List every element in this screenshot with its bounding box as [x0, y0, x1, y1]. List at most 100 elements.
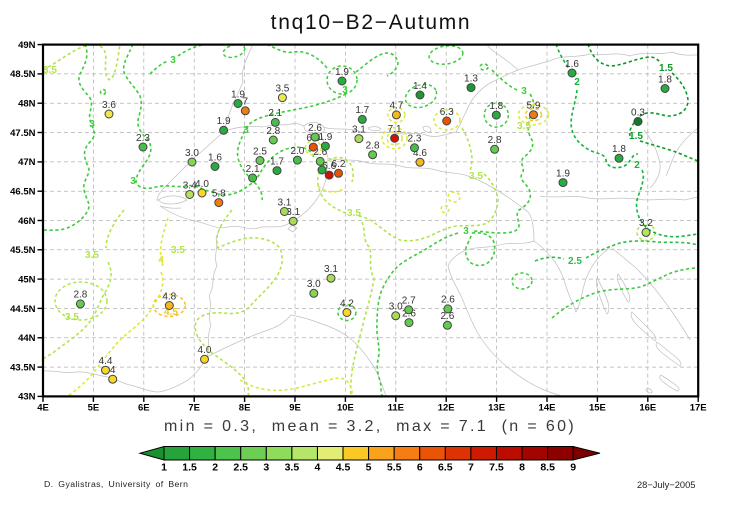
svg-text:16E: 16E [639, 402, 656, 413]
svg-text:3: 3 [170, 55, 176, 66]
svg-text:5.9: 5.9 [527, 101, 541, 112]
svg-text:6.2: 6.2 [332, 159, 346, 170]
svg-text:2: 2 [212, 462, 218, 474]
svg-text:4.2: 4.2 [340, 298, 354, 309]
svg-text:1.5: 1.5 [629, 131, 643, 142]
svg-text:3.5: 3.5 [347, 208, 361, 219]
svg-text:4.6: 4.6 [413, 148, 427, 159]
svg-text:45N: 45N [18, 274, 36, 285]
svg-text:2.6: 2.6 [308, 123, 322, 134]
svg-text:14E: 14E [539, 402, 556, 413]
svg-text:1.9: 1.9 [335, 67, 349, 78]
svg-text:3: 3 [89, 119, 95, 130]
svg-text:44N: 44N [18, 333, 36, 344]
svg-text:1: 1 [161, 462, 167, 474]
svg-text:44.5N: 44.5N [10, 304, 35, 315]
svg-text:2.1: 2.1 [268, 108, 282, 119]
svg-text:4: 4 [158, 255, 164, 266]
svg-text:48N: 48N [18, 99, 36, 110]
svg-text:3: 3 [342, 85, 348, 96]
svg-text:9E: 9E [289, 402, 301, 413]
svg-text:8.5: 8.5 [540, 462, 555, 474]
svg-text:43.5N: 43.5N [10, 362, 35, 373]
svg-text:7E: 7E [188, 402, 200, 413]
svg-text:8: 8 [519, 462, 525, 474]
svg-text:3.5: 3.5 [517, 121, 531, 132]
svg-text:1.6: 1.6 [565, 59, 579, 70]
svg-text:2.3: 2.3 [408, 134, 422, 145]
svg-text:8E: 8E [239, 402, 251, 413]
svg-text:1.9: 1.9 [556, 168, 570, 179]
svg-text:1.9: 1.9 [231, 89, 245, 100]
svg-text:3.0: 3.0 [185, 148, 199, 159]
svg-text:3.1: 3.1 [352, 124, 366, 135]
svg-text:min = 0.3, mean = 3.2, max =: min = 0.3, mean = 3.2, max = 7.1 (n = 60… [164, 418, 576, 435]
svg-text:4.0: 4.0 [198, 345, 212, 356]
svg-text:3.5: 3.5 [43, 65, 57, 76]
svg-text:tnq10−B2−Autumn: tnq10−B2−Autumn [271, 11, 472, 34]
svg-text:12E: 12E [438, 402, 455, 413]
svg-text:3.5: 3.5 [85, 250, 99, 261]
svg-text:1.5: 1.5 [659, 63, 673, 74]
svg-text:2.5: 2.5 [233, 462, 248, 474]
svg-text:3.1: 3.1 [324, 264, 338, 275]
svg-text:2: 2 [574, 77, 580, 88]
svg-text:4.5: 4.5 [336, 462, 351, 474]
svg-text:3.5: 3.5 [285, 462, 300, 474]
svg-text:3.5: 3.5 [65, 312, 79, 323]
svg-text:3: 3 [130, 176, 136, 187]
svg-text:28−July−2005: 28−July−2005 [637, 480, 695, 490]
svg-text:9: 9 [570, 462, 576, 474]
svg-text:5: 5 [366, 462, 372, 474]
svg-text:2.6: 2.6 [313, 147, 327, 158]
svg-text:2.3: 2.3 [136, 133, 150, 144]
svg-text:2.8: 2.8 [266, 126, 280, 137]
svg-text:46.5N: 46.5N [10, 187, 35, 198]
svg-text:7: 7 [243, 97, 249, 108]
svg-text:49N: 49N [18, 40, 36, 51]
svg-text:5.8: 5.8 [212, 188, 226, 199]
svg-text:1.8: 1.8 [658, 74, 672, 85]
svg-text:13E: 13E [488, 402, 505, 413]
svg-text:3.1: 3.1 [286, 207, 300, 218]
svg-text:3: 3 [243, 125, 249, 136]
svg-text:1.8: 1.8 [612, 144, 626, 155]
svg-text:2.8: 2.8 [73, 290, 87, 301]
svg-text:1.6: 1.6 [208, 152, 222, 163]
svg-text:3.4: 3.4 [183, 180, 197, 191]
svg-text:3.5: 3.5 [469, 171, 483, 182]
svg-text:4.0: 4.0 [195, 179, 209, 190]
svg-text:15E: 15E [589, 402, 606, 413]
svg-text:3: 3 [463, 226, 469, 237]
svg-text:2.7: 2.7 [402, 296, 416, 307]
svg-text:3.0: 3.0 [389, 302, 403, 313]
svg-text:3.2: 3.2 [639, 218, 653, 229]
svg-text:1.8: 1.8 [489, 101, 503, 112]
svg-text:5.6: 5.6 [322, 161, 336, 172]
svg-text:2.5: 2.5 [568, 256, 582, 267]
svg-text:2.6: 2.6 [440, 311, 454, 322]
svg-text:7.5: 7.5 [489, 462, 504, 474]
svg-text:46N: 46N [18, 216, 36, 227]
svg-text:3.6: 3.6 [102, 100, 116, 111]
svg-text:4.4: 4.4 [99, 356, 113, 367]
svg-text:6: 6 [417, 462, 423, 474]
svg-text:2.5: 2.5 [253, 146, 267, 157]
svg-text:3.1: 3.1 [277, 197, 291, 208]
svg-text:47.5N: 47.5N [10, 128, 35, 139]
svg-text:3: 3 [263, 462, 269, 474]
svg-text:2: 2 [634, 160, 640, 171]
svg-text:4: 4 [110, 365, 116, 376]
svg-text:3.5: 3.5 [275, 83, 289, 94]
svg-text:3.0: 3.0 [307, 279, 321, 290]
svg-text:17E: 17E [690, 402, 707, 413]
svg-text:1.7: 1.7 [270, 156, 284, 167]
svg-text:6.5: 6.5 [438, 462, 453, 474]
svg-text:2.0: 2.0 [290, 146, 304, 157]
svg-text:2.8: 2.8 [488, 135, 502, 146]
svg-text:11E: 11E [388, 402, 404, 413]
svg-text:1.9: 1.9 [318, 132, 332, 143]
svg-text:45.5N: 45.5N [10, 245, 35, 256]
svg-text:47N: 47N [18, 157, 36, 168]
svg-text:4E: 4E [37, 402, 49, 413]
